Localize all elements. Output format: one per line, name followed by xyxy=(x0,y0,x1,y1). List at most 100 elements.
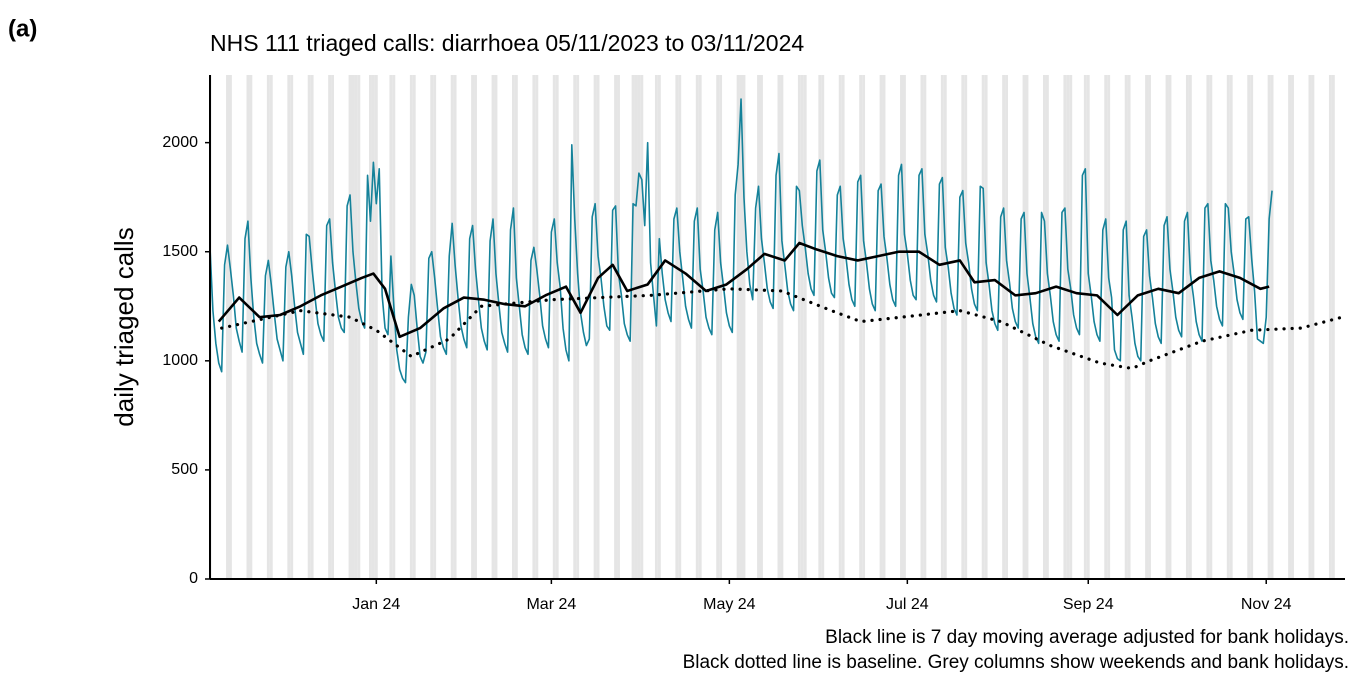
shaded-day xyxy=(800,75,804,579)
shaded-day xyxy=(573,75,577,579)
shaded-day xyxy=(532,75,536,579)
shaded-day xyxy=(287,75,291,579)
x-tick-label: Mar 24 xyxy=(526,596,576,613)
shaded-day xyxy=(1145,75,1149,579)
shaded-day xyxy=(555,75,559,579)
shaded-day xyxy=(351,75,355,579)
x-tick-label: Nov 24 xyxy=(1241,596,1292,613)
y-axis-label: daily triaged calls xyxy=(109,227,139,426)
shaded-day xyxy=(357,75,361,579)
y-tick-label: 2000 xyxy=(162,134,198,151)
shaded-day xyxy=(430,75,434,579)
shaded-day xyxy=(453,75,457,579)
shaded-day xyxy=(961,75,965,579)
shaded-day xyxy=(471,75,475,579)
shaded-day xyxy=(1206,75,1210,579)
shaded-day xyxy=(964,75,968,579)
shaded-day xyxy=(1086,75,1090,579)
shaded-day xyxy=(1045,75,1049,579)
shaded-day xyxy=(491,75,495,579)
shaded-day xyxy=(1124,75,1128,579)
shaded-day xyxy=(675,75,679,579)
shaded-day xyxy=(409,75,413,579)
shaded-day xyxy=(389,75,393,579)
shaded-day xyxy=(1250,75,1254,579)
shaded-day xyxy=(759,75,763,579)
shaded-day xyxy=(1107,75,1111,579)
shaded-day xyxy=(780,75,784,579)
shaded-day xyxy=(596,75,600,579)
shaded-day xyxy=(269,75,273,579)
shaded-day xyxy=(494,75,498,579)
shaded-day xyxy=(1022,75,1026,579)
series-line xyxy=(220,287,1344,371)
panel-label: (a) xyxy=(8,15,37,42)
shaded-day xyxy=(862,75,866,579)
shaded-day xyxy=(412,75,416,579)
shaded-day xyxy=(1165,75,1169,579)
x-tick-label: Sep 24 xyxy=(1063,596,1114,613)
shaded-day xyxy=(354,75,358,579)
shaded-day xyxy=(1267,75,1271,579)
shaded-day xyxy=(1226,75,1230,579)
shaded-day xyxy=(879,75,883,579)
shaded-day xyxy=(1308,75,1312,579)
shaded-day xyxy=(900,75,903,579)
series-line xyxy=(217,241,1270,339)
shaded-day xyxy=(552,75,556,579)
shaded-day xyxy=(1209,75,1213,579)
shaded-day xyxy=(742,75,746,579)
note: Black line is 7 day moving average adjus… xyxy=(825,627,1349,648)
shaded-day xyxy=(695,75,699,579)
shaded-day xyxy=(739,75,743,579)
shaded-day xyxy=(433,75,437,579)
shaded-day xyxy=(226,75,229,579)
shaded-day xyxy=(981,75,985,579)
shaded-day xyxy=(797,75,801,579)
shaded-day xyxy=(698,75,702,579)
shaded-day xyxy=(1247,75,1251,579)
shaded-day xyxy=(514,75,518,579)
y-tick-label: 500 xyxy=(171,461,198,478)
shaded-day xyxy=(1069,75,1073,579)
shaded-day xyxy=(634,75,638,579)
shaded-day xyxy=(940,75,944,579)
shaded-day xyxy=(859,75,863,579)
shaded-day xyxy=(757,75,760,579)
shaded-day xyxy=(310,75,314,579)
shaded-day xyxy=(902,75,906,579)
shaded-day xyxy=(654,75,658,579)
shaded-day xyxy=(821,75,825,579)
y-tick-label: 0 xyxy=(189,570,198,587)
shaded-day xyxy=(631,75,635,579)
shaded-day xyxy=(841,75,845,579)
shaded-day xyxy=(678,75,682,579)
note: Black dotted line is baseline. Grey colu… xyxy=(683,652,1349,673)
shaded-day xyxy=(392,75,396,579)
x-tick-label: May 24 xyxy=(703,596,756,613)
shaded-day xyxy=(640,75,644,579)
y-tick-label: 1000 xyxy=(162,352,198,369)
shaded-day xyxy=(246,75,250,579)
shaded-day xyxy=(1185,75,1189,579)
shaded-day xyxy=(474,75,477,579)
shaded-day xyxy=(1270,75,1274,579)
series-line xyxy=(209,98,1273,384)
shaded-day xyxy=(348,75,352,579)
shaded-day xyxy=(1025,75,1029,579)
shaded-day xyxy=(535,75,539,579)
shaded-day xyxy=(719,75,723,579)
shaded-day xyxy=(576,75,580,579)
chart-title: NHS 111 triaged calls: diarrhoea 05/11/2… xyxy=(210,30,804,56)
shaded-day xyxy=(331,75,335,579)
shaded-day xyxy=(614,75,618,579)
shaded-day xyxy=(923,75,927,579)
shaded-day xyxy=(943,75,947,579)
shaded-day xyxy=(1104,75,1108,579)
shaded-day xyxy=(328,75,332,579)
shaded-day xyxy=(657,75,661,579)
shaded-day xyxy=(1188,75,1192,579)
shaded-day xyxy=(838,75,842,579)
shaded-day xyxy=(777,75,781,579)
shaded-day xyxy=(818,75,822,579)
